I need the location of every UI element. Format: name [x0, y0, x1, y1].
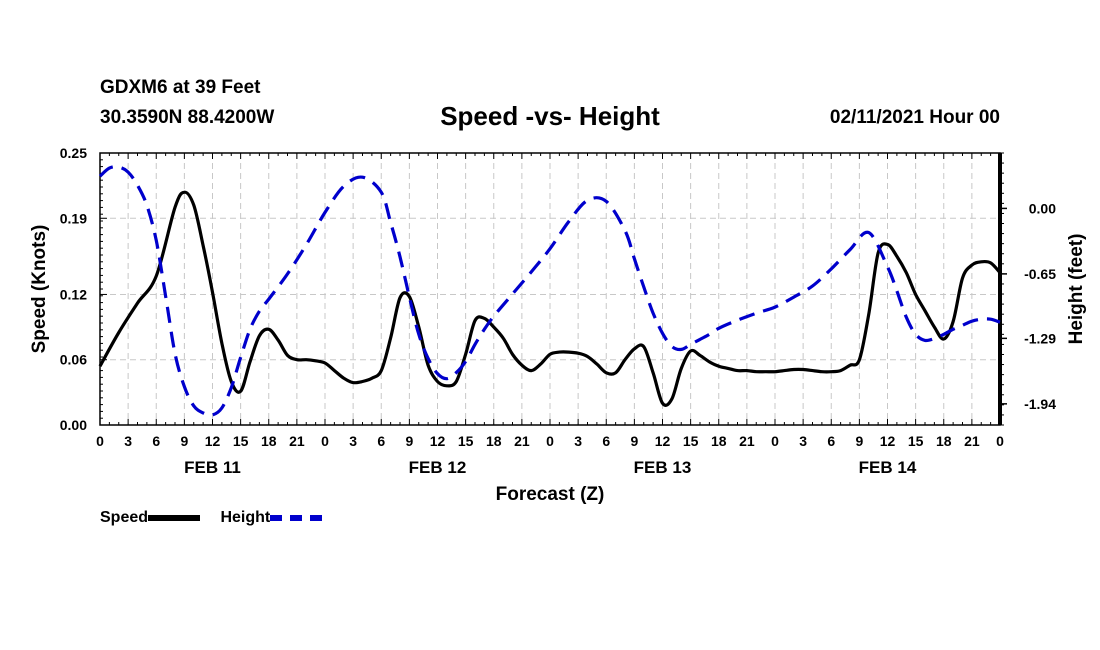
date-label: FEB 11: [184, 458, 241, 477]
x-tick-label: 21: [514, 433, 530, 449]
x-tick-label: 3: [799, 433, 807, 449]
y-left-tick-label: 0.00: [60, 417, 87, 433]
legend-height-swatch: [270, 514, 323, 521]
legend-height-label: Height: [220, 509, 271, 526]
height-series-line: [98, 165, 1001, 417]
left-axis-label: Speed (Knots): [29, 225, 50, 354]
x-tick-label: 9: [180, 433, 188, 449]
x-tick-label: 12: [880, 433, 896, 449]
x-tick-label: 6: [827, 433, 835, 449]
x-axis-label: Forecast (Z): [496, 484, 605, 505]
x-tick-label: 18: [711, 433, 727, 449]
x-tick-label: 12: [430, 433, 446, 449]
series: [98, 165, 1002, 417]
date-label: FEB 13: [634, 458, 692, 477]
y-right-tick-label: 0.00: [1029, 200, 1056, 216]
station-label: GDXM6 at 39 Feet: [100, 77, 261, 98]
x-tick-label: 21: [289, 433, 305, 449]
x-tick-label: 18: [936, 433, 952, 449]
x-tick-label: 0: [996, 433, 1004, 449]
x-tick-label: 9: [630, 433, 638, 449]
y-left-tick-label: 0.12: [60, 286, 87, 302]
date-label: FEB 14: [859, 458, 917, 477]
x-tick-label: 21: [964, 433, 980, 449]
speed-series-line: [98, 190, 1002, 407]
coordinates-label: 30.3590N 88.4200W: [100, 107, 275, 128]
x-tick-label: 9: [405, 433, 413, 449]
x-tick-label: 0: [546, 433, 554, 449]
legend-height: Height: [220, 509, 323, 527]
x-tick-label: 18: [486, 433, 502, 449]
y-left-tick-label: 0.25: [60, 145, 87, 161]
forecast-datetime: 02/11/2021 Hour 00: [829, 107, 1000, 128]
minor-ticks: [99, 152, 1007, 426]
chart-title: Speed -vs- Height: [440, 101, 660, 131]
right-axis-label: Height (feet): [1066, 234, 1087, 345]
x-tick-label: 18: [261, 433, 277, 449]
x-tick-label: 15: [683, 433, 699, 449]
legend-speed: Speed: [100, 509, 201, 527]
legend: Speed Height: [100, 509, 338, 527]
x-tick-label: 15: [458, 433, 474, 449]
x-tick-label: 0: [96, 433, 104, 449]
y-right-tick-label: -0.65: [1024, 266, 1056, 282]
x-tick-label: 12: [655, 433, 671, 449]
y-left-tick-label: 0.19: [60, 210, 87, 226]
x-tick-label: 3: [349, 433, 357, 449]
x-tick-label: 12: [205, 433, 221, 449]
legend-speed-swatch: [148, 514, 201, 521]
x-tick-label: 0: [771, 433, 779, 449]
date-label: FEB 12: [409, 458, 467, 477]
x-tick-label: 3: [574, 433, 582, 449]
x-tick-label: 3: [124, 433, 132, 449]
y-right-tick-label: -1.94: [1024, 396, 1056, 412]
y-left-tick-label: 0.06: [60, 352, 87, 368]
x-tick-label: 6: [602, 433, 610, 449]
x-tick-label: 6: [152, 433, 160, 449]
legend-speed-label: Speed: [100, 509, 149, 526]
tick-labels: 0 3 6 9 12 15 18 21 0 3 6 9 12 15 18 21 0 3 6 9 12 15 18 21 0 3 6 9…: [60, 145, 1056, 477]
x-tick-label: 0: [321, 433, 329, 449]
x-tick-label: 21: [739, 433, 755, 449]
x-tick-label: 15: [233, 433, 249, 449]
x-tick-label: 6: [377, 433, 385, 449]
x-tick-label: 15: [908, 433, 924, 449]
x-tick-label: 9: [855, 433, 863, 449]
y-right-tick-label: -1.29: [1024, 330, 1056, 346]
grid: [100, 153, 1000, 425]
